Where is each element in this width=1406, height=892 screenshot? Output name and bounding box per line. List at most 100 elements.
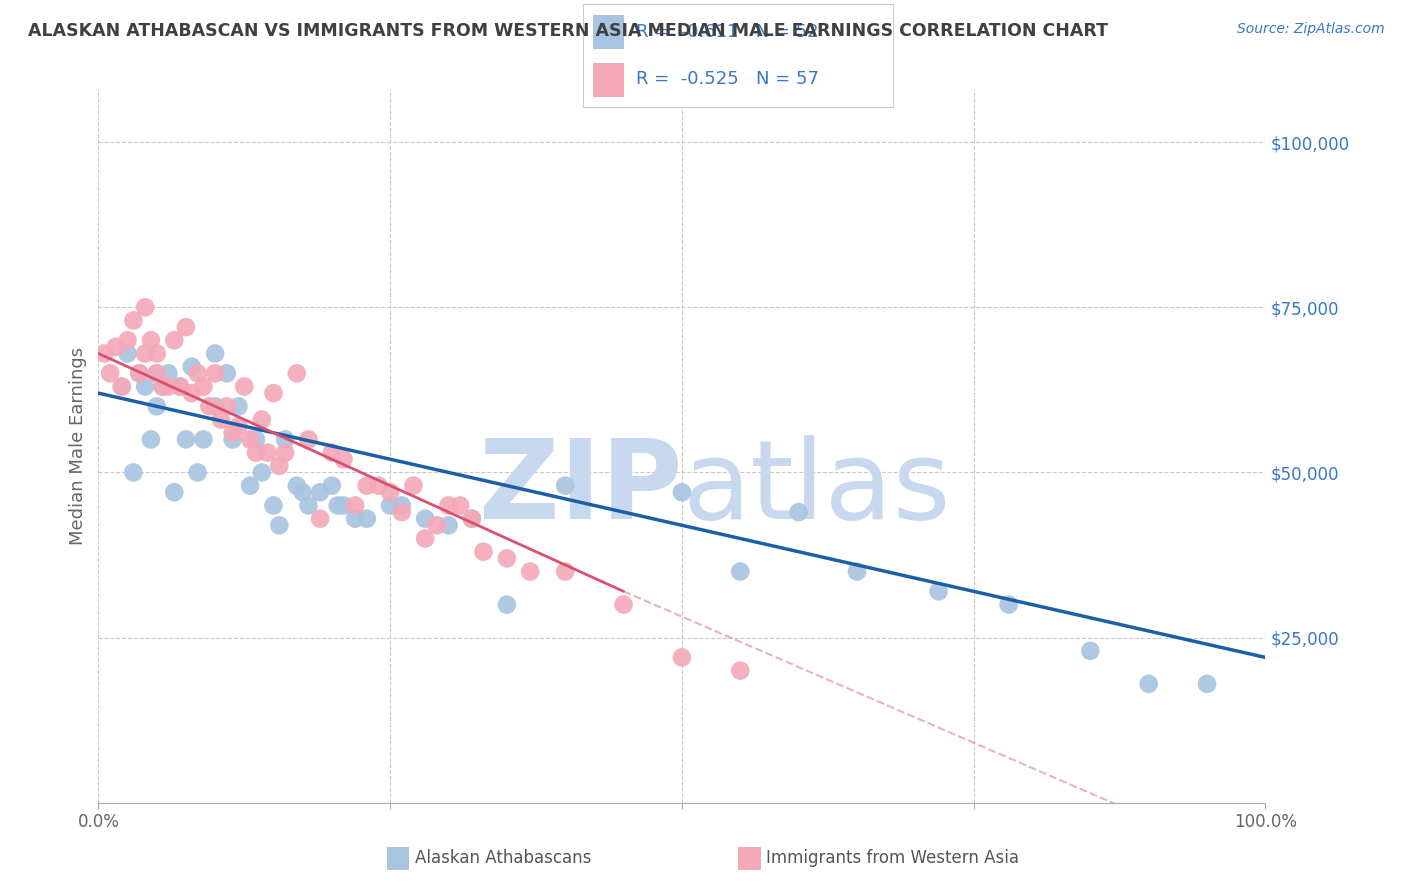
Point <box>269 518 291 533</box>
Point <box>93 346 115 360</box>
Point <box>146 367 169 381</box>
Point <box>215 400 238 414</box>
Point <box>193 433 215 447</box>
Text: R =  -0.525   N = 57: R = -0.525 N = 57 <box>636 70 820 88</box>
Point <box>449 499 471 513</box>
Point <box>152 379 174 393</box>
Point <box>997 598 1019 612</box>
Point <box>519 565 541 579</box>
Point <box>256 445 278 459</box>
Point <box>846 565 869 579</box>
Point <box>134 346 156 360</box>
Point <box>157 367 180 381</box>
Point <box>187 367 209 381</box>
Point <box>344 511 367 525</box>
Point <box>250 412 273 426</box>
Y-axis label: Median Male Earnings: Median Male Earnings <box>69 347 87 545</box>
Point <box>495 598 517 612</box>
Point <box>245 433 267 447</box>
Point <box>495 551 517 566</box>
Point <box>391 499 413 513</box>
Point <box>180 386 202 401</box>
Text: R =  -0.611   N = 52: R = -0.611 N = 52 <box>636 22 818 41</box>
Point <box>378 499 402 513</box>
Point <box>209 412 232 426</box>
Point <box>297 433 319 447</box>
Point <box>262 499 284 513</box>
Point <box>356 511 378 525</box>
Point <box>309 511 332 525</box>
Point <box>245 445 267 459</box>
Point <box>378 485 402 500</box>
Point <box>1195 677 1218 691</box>
Point <box>367 478 389 492</box>
Point <box>169 379 191 393</box>
Point <box>239 433 262 447</box>
Point <box>146 367 169 381</box>
Point <box>262 386 284 401</box>
Point <box>787 505 810 519</box>
Point <box>309 485 332 500</box>
Point <box>285 478 308 492</box>
Point <box>139 333 162 347</box>
Text: ALASKAN ATHABASCAN VS IMMIGRANTS FROM WESTERN ASIA MEDIAN MALE EARNINGS CORRELAT: ALASKAN ATHABASCAN VS IMMIGRANTS FROM WE… <box>28 22 1108 40</box>
Point <box>233 379 256 393</box>
Point <box>356 478 378 492</box>
Point <box>152 379 174 393</box>
Point <box>180 359 202 374</box>
Point <box>128 367 150 381</box>
Point <box>928 584 950 599</box>
Point <box>297 499 319 513</box>
Point <box>291 485 314 500</box>
Point <box>146 400 169 414</box>
Point <box>174 320 197 334</box>
Point <box>193 379 215 393</box>
Point <box>671 650 693 665</box>
Point <box>163 333 186 347</box>
Point <box>228 400 250 414</box>
Point <box>239 478 262 492</box>
Point <box>111 379 134 393</box>
Point <box>98 367 121 381</box>
Point <box>269 458 291 473</box>
Point <box>122 466 145 480</box>
Point <box>437 518 460 533</box>
Text: atlas: atlas <box>682 435 950 542</box>
Point <box>472 545 495 559</box>
Point <box>221 433 243 447</box>
Point <box>204 400 226 414</box>
Point <box>139 433 162 447</box>
Point <box>134 300 156 314</box>
Point <box>122 313 145 327</box>
Point <box>198 400 221 414</box>
Point <box>332 452 354 467</box>
Point <box>332 499 354 513</box>
Point <box>228 419 250 434</box>
Point <box>1137 677 1160 691</box>
Point <box>204 346 226 360</box>
Point <box>111 379 134 393</box>
Point <box>344 499 367 513</box>
Text: Alaskan Athabascans: Alaskan Athabascans <box>415 849 591 867</box>
Point <box>204 367 226 381</box>
Point <box>174 433 197 447</box>
Text: Immigrants from Western Asia: Immigrants from Western Asia <box>766 849 1019 867</box>
Point <box>730 664 752 678</box>
Point <box>413 532 436 546</box>
Point <box>613 598 636 612</box>
Point <box>730 565 752 579</box>
Point <box>413 511 436 525</box>
Point <box>321 445 343 459</box>
Text: Source: ZipAtlas.com: Source: ZipAtlas.com <box>1237 22 1385 37</box>
Point <box>221 425 243 440</box>
Point <box>157 379 180 393</box>
Point <box>321 478 343 492</box>
Text: ZIP: ZIP <box>478 435 682 542</box>
Point <box>326 499 349 513</box>
Point <box>187 466 209 480</box>
Point <box>285 367 308 381</box>
Point <box>128 367 150 381</box>
Point <box>461 511 484 525</box>
Point <box>461 511 484 525</box>
Point <box>134 379 156 393</box>
